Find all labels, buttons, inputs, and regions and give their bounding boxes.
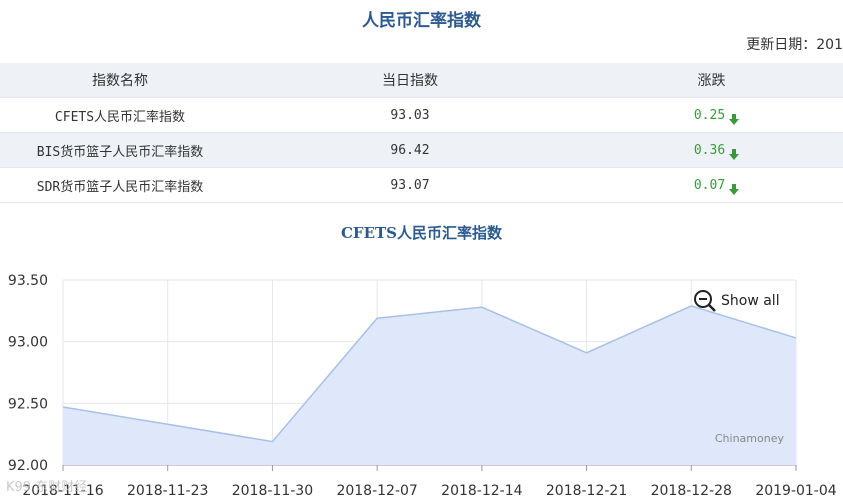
show-all-button[interactable]: Show all — [694, 290, 780, 312]
y-tick-label: 93.50 — [8, 273, 48, 289]
index-value: 93.03 — [240, 97, 580, 133]
index-change: 0.07 — [693, 177, 726, 193]
x-tick-label: 2019-01-04 — [755, 483, 836, 499]
index-table: 指数名称 当日指数 涨跌 CFETS人民币汇率指数 93.03 0.25 BIS… — [0, 63, 843, 203]
index-name: CFETS人民币汇率指数 — [0, 97, 240, 133]
table-row: BIS货币篮子人民币汇率指数 96.42 0.36 — [0, 132, 843, 168]
index-change-cell: 0.36 — [580, 132, 843, 168]
x-tick-label: 2018-12-14 — [441, 483, 522, 499]
index-change-cell: 0.07 — [580, 167, 843, 203]
x-tick-label: 2018-12-07 — [336, 483, 417, 499]
y-tick-label: 93.00 — [8, 335, 48, 351]
index-change: 0.25 — [693, 107, 726, 123]
x-tick-label: 2018-11-16 — [22, 483, 103, 499]
page-title: 人民币汇率指数 — [362, 11, 481, 31]
cfets-chart: 92.00 92.50 93.00 93.50 2018-11-16 2018-11-23… — [8, 273, 837, 499]
index-name: SDR货币篮子人民币汇率指数 — [0, 167, 240, 203]
series-area — [63, 305, 796, 465]
header-index-name: 指数名称 — [0, 63, 240, 98]
index-value: 93.07 — [240, 167, 580, 203]
series-line — [62, 305, 797, 443]
table-row: SDR货币篮子人民币汇率指数 93.07 0.07 — [0, 167, 843, 203]
y-tick-label: 92.00 — [8, 458, 48, 474]
x-tick-label: 2018-12-28 — [651, 483, 732, 499]
zoom-handle — [708, 304, 716, 312]
table-header-row: 指数名称 当日指数 涨跌 — [0, 63, 843, 98]
chart-title: CFETS人民币汇率指数 — [340, 224, 503, 242]
watermark: K99 东财财经 — [6, 480, 88, 495]
index-change: 0.36 — [693, 142, 726, 158]
header-change: 涨跌 — [580, 63, 843, 98]
table-row: CFETS人民币汇率指数 93.03 0.25 — [0, 97, 843, 133]
index-value: 96.42 — [240, 132, 580, 168]
header-current-index: 当日指数 — [240, 63, 580, 98]
x-tick-label: 2018-12-21 — [546, 483, 627, 499]
index-change-cell: 0.25 — [580, 97, 843, 133]
chart-credit: Chinamoney — [715, 432, 785, 445]
update-date: 更新日期：201 — [746, 37, 843, 53]
x-tick-label: 2018-11-30 — [232, 483, 313, 499]
index-name: BIS货币篮子人民币汇率指数 — [0, 132, 240, 168]
x-tick-label: 2018-11-23 — [127, 483, 208, 499]
show-all-label: Show all — [721, 293, 780, 309]
y-tick-label: 92.50 — [8, 396, 48, 412]
